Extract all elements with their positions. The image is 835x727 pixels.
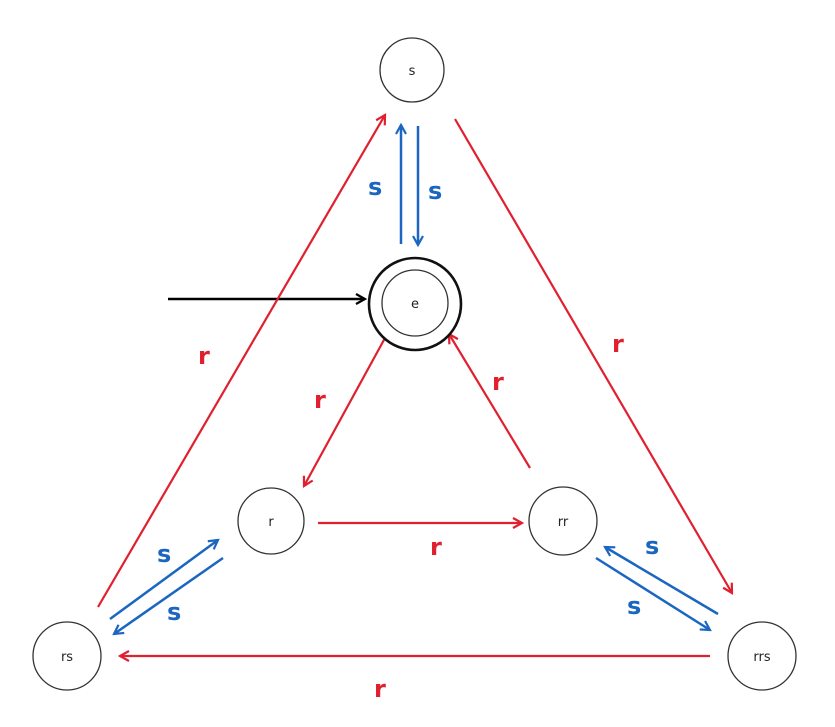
node-rs: rs — [33, 622, 101, 690]
edge-rrs-to-rr — [605, 547, 718, 614]
edge-label-e-to-s: s — [368, 173, 382, 201]
node-rr-label: rr — [558, 515, 569, 530]
edge-label-rrs-to-rs: r — [374, 675, 386, 703]
node-s: s — [380, 38, 444, 102]
edge-label-rr-to-e: r — [492, 368, 504, 396]
node-e: e — [369, 258, 461, 350]
edge-label-r-to-rs: s — [167, 598, 181, 626]
edge-rr-to-e — [449, 334, 530, 468]
edge-label-r-to-rr: r — [430, 533, 442, 561]
node-e-label: e — [411, 297, 419, 312]
node-rrs: rrs — [728, 622, 796, 690]
edge-label-e-to-r: r — [314, 386, 326, 414]
node-r: r — [238, 488, 304, 554]
edge-label-rs-to-s: r — [198, 342, 210, 370]
edge-rr-to-rrs — [596, 558, 710, 630]
node-rr: rr — [529, 487, 597, 555]
node-r-label: r — [268, 515, 274, 530]
node-rrs-label: rrs — [753, 650, 770, 665]
edge-label-rrs-to-rr: s — [645, 532, 659, 560]
edge-label-rs-to-r: s — [157, 540, 171, 568]
edge-label-s-to-e: s — [428, 177, 442, 205]
node-rs-label: rs — [61, 650, 73, 665]
edge-label-s-to-rrs: r — [612, 330, 624, 358]
node-s-label: s — [409, 64, 416, 79]
edge-label-rr-to-rrs: s — [627, 592, 641, 620]
